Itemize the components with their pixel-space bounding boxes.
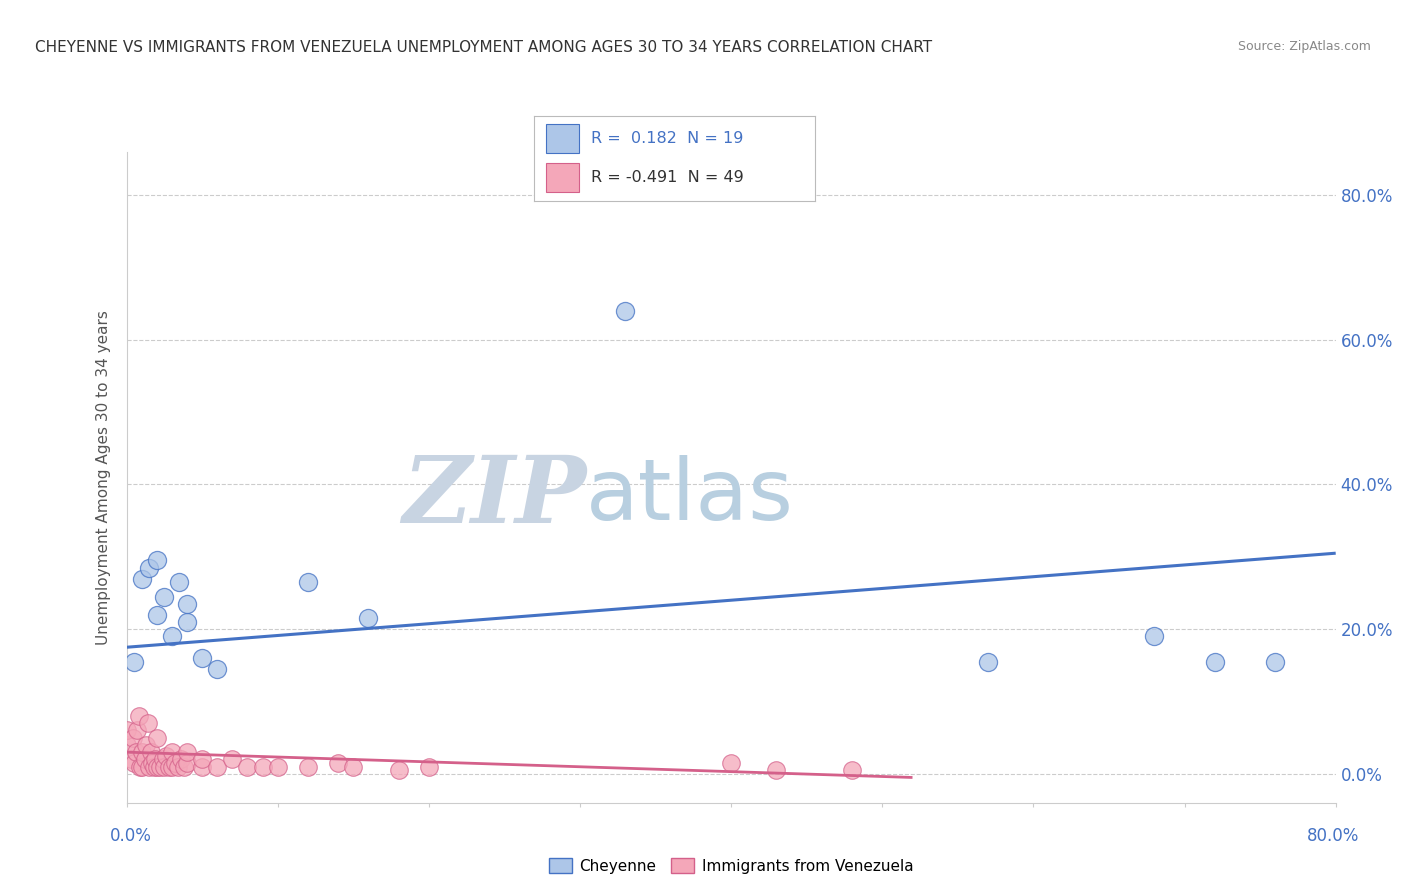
Point [153,590,176,604]
Point [149,759,172,773]
Point [143,752,166,766]
Point [176,597,198,611]
Bar [546,163,579,192]
Point [121,731,143,745]
Point [155,748,177,763]
Point [205,662,228,676]
Point [124,745,146,759]
Point [297,759,319,773]
Point [115,723,138,738]
Text: Source: ZipAtlas.com: Source: ZipAtlas.com [1237,40,1371,54]
Point [142,759,165,773]
Point [170,752,193,766]
Point [720,756,742,770]
Point [191,752,214,766]
Point [122,655,145,669]
Point [191,759,214,773]
Point [418,759,440,773]
Point [1143,629,1166,643]
Point [267,759,290,773]
Point [388,763,411,777]
Y-axis label: Unemployment Among Ages 30 to 34 years: Unemployment Among Ages 30 to 34 years [96,310,111,645]
Point [131,759,153,773]
Point [153,759,176,773]
Point [176,615,198,629]
Point [160,629,183,643]
Point [176,756,198,770]
Bar [546,124,579,153]
Text: R = -0.491  N = 49: R = -0.491 N = 49 [591,170,744,186]
Point [176,745,198,759]
Point [1204,655,1226,669]
Point [191,651,214,665]
Point [326,756,350,770]
Text: atlas: atlas [586,455,794,538]
Point [120,752,142,766]
Point [131,745,153,759]
Point [122,756,145,770]
Point [252,759,274,773]
Point [342,759,364,773]
Text: CHEYENNE VS IMMIGRANTS FROM VENEZUELA UNEMPLOYMENT AMONG AGES 30 TO 34 YEARS COR: CHEYENNE VS IMMIGRANTS FROM VENEZUELA UN… [35,40,932,55]
Point [138,759,160,773]
Point [131,572,153,586]
Point [163,756,186,770]
Point [357,611,380,625]
Point [205,759,228,773]
Point [136,716,159,731]
Point [160,745,183,759]
Point [139,745,162,759]
Point [614,303,637,318]
Point [236,759,259,773]
Point [841,763,863,777]
Point [152,752,174,766]
Point [134,752,156,766]
Point [765,763,787,777]
Point [977,655,1000,669]
Point [115,738,138,752]
Point [173,759,195,773]
Text: ZIP: ZIP [402,451,586,541]
Point [146,553,169,567]
Point [141,756,163,770]
Text: 0.0%: 0.0% [110,827,152,845]
Point [146,731,169,745]
Point [129,759,152,773]
Point [135,738,157,752]
Point [160,759,183,773]
Point [128,709,150,723]
Point [221,752,243,766]
Point [146,607,169,622]
Point [157,759,180,773]
Point [127,723,149,738]
Point [146,759,169,773]
Legend: Cheyenne, Immigrants from Venezuela: Cheyenne, Immigrants from Venezuela [543,852,920,880]
Point [138,560,160,574]
Point [169,575,191,590]
Text: 80.0%: 80.0% [1306,827,1360,845]
Point [297,575,319,590]
Text: R =  0.182  N = 19: R = 0.182 N = 19 [591,131,742,146]
Point [167,759,190,773]
Point [1264,655,1286,669]
